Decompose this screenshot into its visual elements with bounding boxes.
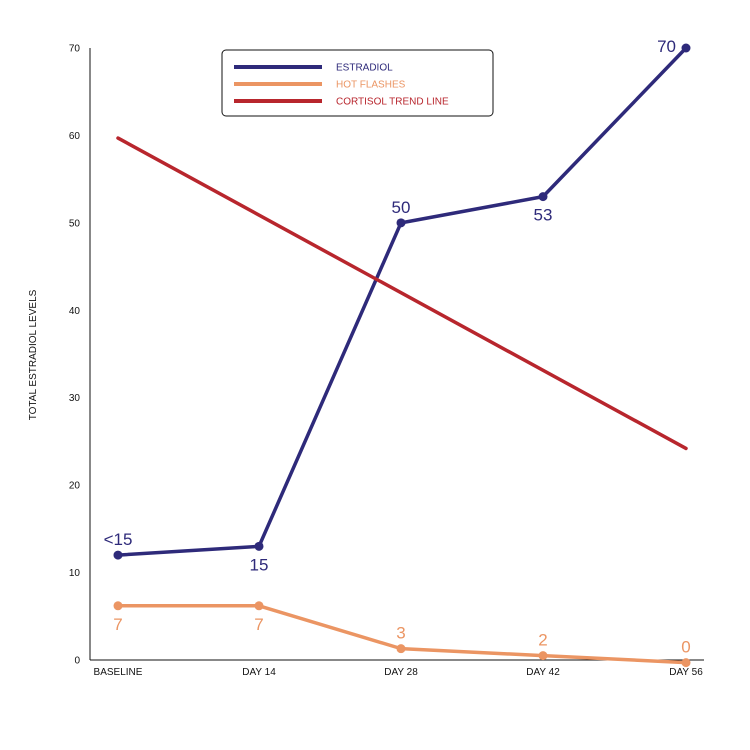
y-tick-label: 20 (69, 481, 81, 492)
y-tick-label: 30 (69, 393, 81, 404)
x-tick-label: BASELINE (94, 667, 143, 678)
data-point (681, 658, 691, 668)
y-tick-label: 50 (69, 218, 81, 229)
y-tick-label: 0 (74, 656, 80, 667)
data-label: 0 (681, 638, 690, 657)
legend: ESTRADIOL HOT FLASHES CORTISOL TREND LINE (221, 49, 494, 117)
y-tick-label: 70 (69, 44, 81, 55)
data-label: <15 (104, 530, 133, 549)
data-point (254, 601, 264, 611)
data-point (681, 43, 691, 53)
data-label: 50 (392, 198, 411, 217)
data-point (113, 550, 123, 560)
data-point (538, 192, 548, 202)
series-layer (113, 43, 691, 668)
legend-label: CORTISOL TREND LINE (336, 97, 449, 108)
x-tick-label: DAY 56 (669, 667, 703, 678)
data-label: 15 (250, 555, 269, 574)
data-labels: <15 15 50 53 70 7 7 3 2 0 (104, 37, 691, 657)
data-label: 3 (396, 624, 405, 643)
legend-label: HOT FLASHES (336, 80, 406, 91)
y-axis-label: TOTAL ESTRADIOL LEVELS (28, 289, 39, 420)
data-point (538, 651, 548, 661)
y-tick-label: 60 (69, 131, 81, 142)
data-label: 7 (254, 615, 263, 634)
x-tick-label: DAY 42 (526, 667, 560, 678)
data-label: 2 (538, 631, 547, 650)
series-line-cortisol-trend-line (116, 136, 688, 451)
data-point (396, 644, 406, 654)
x-tick-label: DAY 14 (242, 667, 276, 678)
y-tick-label: 10 (69, 568, 81, 579)
data-label: 53 (534, 206, 553, 225)
y-tick-label: 40 (69, 306, 81, 317)
data-point (396, 218, 406, 228)
legend-label: ESTRADIOL (336, 63, 393, 74)
series-line-estradiol (116, 46, 688, 557)
data-point (113, 601, 123, 611)
x-tick-label: DAY 28 (384, 667, 418, 678)
data-point (254, 541, 264, 551)
data-label: 70 (657, 37, 676, 56)
data-label: 7 (113, 615, 122, 634)
